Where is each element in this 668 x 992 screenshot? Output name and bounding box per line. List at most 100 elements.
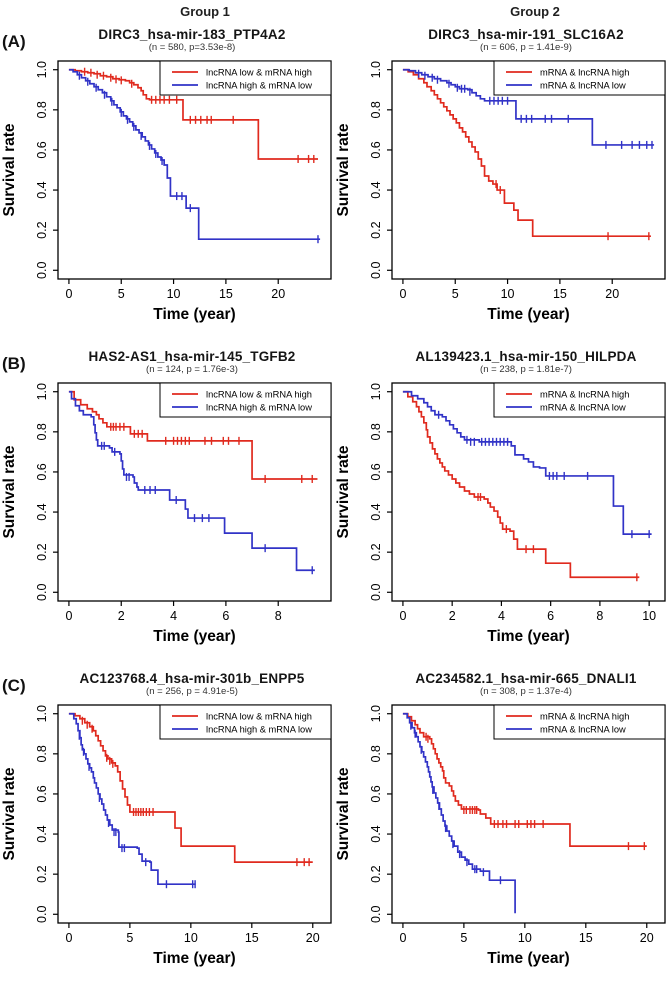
- svg-text:0.0: 0.0: [369, 584, 383, 601]
- svg-text:5: 5: [118, 287, 125, 301]
- row-label-c: (C): [2, 676, 26, 695]
- svg-text:6: 6: [222, 609, 229, 623]
- svg-text:5: 5: [452, 287, 459, 301]
- figure-row-a: (A) DIRC3_hsa-mir-183_PTP4A2 (n = 580, p…: [0, 24, 668, 346]
- svg-text:10: 10: [184, 931, 198, 945]
- km-panel-b2: AL139423.1_hsa-mir-150_HILPDA (n = 238, …: [334, 346, 668, 668]
- km-panel-a2: DIRC3_hsa-mir-191_SLC16A2 (n = 606, p = …: [334, 24, 668, 346]
- panel-title: AC123768.4_hsa-mir-301b_ENPP5: [79, 671, 305, 686]
- svg-text:4: 4: [498, 609, 505, 623]
- svg-text:0.6: 0.6: [35, 141, 49, 158]
- svg-text:lncRNA low & mRNA high: lncRNA low & mRNA high: [206, 68, 312, 78]
- svg-text:mRNA & lncRNA high: mRNA & lncRNA high: [540, 390, 629, 400]
- svg-text:0.8: 0.8: [369, 745, 383, 762]
- svg-text:0.2: 0.2: [35, 865, 49, 882]
- svg-text:0.8: 0.8: [35, 101, 49, 118]
- svg-text:Time (year): Time (year): [153, 628, 235, 645]
- svg-text:0.6: 0.6: [369, 785, 383, 802]
- svg-text:0.4: 0.4: [35, 503, 49, 520]
- svg-text:20: 20: [605, 287, 619, 301]
- svg-text:5: 5: [460, 931, 467, 945]
- panel-subtitle: (n = 606, p = 1.41e-9): [480, 42, 572, 53]
- km-chart-a2: 0 5 10 15 20 0.0 0.2 0.4 0.6 0.8 1.0 Time (year) Sur…: [335, 60, 666, 323]
- svg-text:0.8: 0.8: [369, 101, 383, 118]
- svg-text:1.0: 1.0: [35, 705, 49, 722]
- svg-text:mRNA & lncRNA high: mRNA & lncRNA high: [540, 712, 629, 722]
- svg-text:10: 10: [518, 931, 532, 945]
- km-panel-a1: DIRC3_hsa-mir-183_PTP4A2 (n = 580, p=3.5…: [0, 24, 334, 346]
- svg-text:15: 15: [579, 931, 593, 945]
- svg-text:0.4: 0.4: [369, 825, 383, 842]
- svg-text:15: 15: [245, 931, 259, 945]
- svg-text:0.6: 0.6: [35, 463, 49, 480]
- svg-text:6: 6: [547, 609, 554, 623]
- svg-text:20: 20: [640, 931, 654, 945]
- panel-title: AL139423.1_hsa-mir-150_HILPDA: [415, 349, 637, 364]
- svg-text:Time (year): Time (year): [153, 950, 235, 967]
- svg-text:10: 10: [167, 287, 181, 301]
- svg-text:mRNA & lncRNA low: mRNA & lncRNA low: [540, 403, 626, 413]
- svg-text:lncRNA low & mRNA high: lncRNA low & mRNA high: [206, 712, 312, 722]
- km-chart-b2: 0 2 4 6 8 10 0.0 0.2 0.4 0.6 0.8 1.0 Time (year) Surv…: [335, 382, 666, 645]
- svg-text:2: 2: [449, 609, 456, 623]
- svg-text:8: 8: [275, 609, 282, 623]
- panel-title: HAS2-AS1_hsa-mir-145_TGFB2: [88, 349, 296, 364]
- km-panel-c2: AC234582.1_hsa-mir-665_DNALI1 (n = 308, …: [334, 668, 668, 990]
- km-chart-c2: 0 5 10 15 20 0.0 0.2 0.4 0.6 0.8 1.0 Time (year) Sur…: [335, 704, 666, 967]
- column-header-group2: Group 2: [510, 4, 560, 19]
- svg-text:5: 5: [126, 931, 133, 945]
- svg-text:0.4: 0.4: [35, 181, 49, 198]
- svg-text:Time (year): Time (year): [487, 950, 569, 967]
- svg-text:0.4: 0.4: [369, 181, 383, 198]
- svg-text:0.0: 0.0: [369, 262, 383, 279]
- svg-text:mRNA & lncRNA low: mRNA & lncRNA low: [540, 725, 626, 735]
- svg-text:0.2: 0.2: [35, 221, 49, 238]
- km-panel-c1: AC123768.4_hsa-mir-301b_ENPP5 (n = 256, …: [0, 668, 334, 990]
- svg-text:0: 0: [65, 931, 72, 945]
- panel-subtitle: (n = 238, p = 1.81e-7): [480, 364, 572, 375]
- figure-row-c: (C) AC123768.4_hsa-mir-301b_ENPP5 (n = 2…: [0, 668, 668, 990]
- panel-subtitle: (n = 256, p = 4.91e-5): [146, 686, 238, 697]
- svg-text:15: 15: [219, 287, 233, 301]
- svg-text:lncRNA low & mRNA high: lncRNA low & mRNA high: [206, 390, 312, 400]
- panel-title: DIRC3_hsa-mir-191_SLC16A2: [428, 27, 624, 42]
- km-chart-b1: 0 2 4 6 8 0.0 0.2 0.4 0.6 0.8 1.0 Time (year) Surviv…: [1, 382, 332, 645]
- svg-text:1.0: 1.0: [369, 61, 383, 78]
- svg-text:20: 20: [306, 931, 320, 945]
- svg-text:0: 0: [399, 287, 406, 301]
- svg-text:1.0: 1.0: [35, 61, 49, 78]
- svg-text:0.0: 0.0: [35, 584, 49, 601]
- svg-text:0.2: 0.2: [369, 221, 383, 238]
- panel-title: AC234582.1_hsa-mir-665_DNALI1: [415, 671, 637, 686]
- svg-text:4: 4: [170, 609, 177, 623]
- column-header-group1: Group 1: [180, 4, 230, 19]
- svg-text:0: 0: [399, 931, 406, 945]
- svg-text:lncRNA high & mRNA low: lncRNA high & mRNA low: [206, 403, 312, 413]
- svg-text:0.8: 0.8: [369, 423, 383, 440]
- row-label-b: (B): [2, 354, 26, 373]
- svg-text:0.2: 0.2: [369, 865, 383, 882]
- svg-text:0.0: 0.0: [369, 906, 383, 923]
- svg-text:Time (year): Time (year): [487, 306, 569, 323]
- svg-text:Time (year): Time (year): [153, 306, 235, 323]
- svg-text:lncRNA high & mRNA low: lncRNA high & mRNA low: [206, 725, 312, 735]
- svg-text:Survival rate: Survival rate: [335, 767, 352, 860]
- svg-text:0.2: 0.2: [369, 543, 383, 560]
- svg-text:10: 10: [642, 609, 656, 623]
- svg-text:0.6: 0.6: [369, 141, 383, 158]
- svg-text:0.8: 0.8: [35, 745, 49, 762]
- figure-rows: (A) DIRC3_hsa-mir-183_PTP4A2 (n = 580, p…: [0, 24, 668, 990]
- svg-text:0.4: 0.4: [35, 825, 49, 842]
- svg-text:1.0: 1.0: [369, 383, 383, 400]
- panel-subtitle: (n = 124, p = 1.76e-3): [146, 364, 238, 375]
- km-chart-a1: 0 5 10 15 20 0.0 0.2 0.4 0.6 0.8 1.0 Time (year) Sur…: [1, 60, 332, 323]
- svg-text:10: 10: [501, 287, 515, 301]
- km-chart-c1: 0 5 10 15 20 0.0 0.2 0.4 0.6 0.8 1.0 Time (year) Sur…: [1, 704, 332, 967]
- svg-text:lncRNA high & mRNA low: lncRNA high & mRNA low: [206, 81, 312, 91]
- svg-text:Survival rate: Survival rate: [1, 123, 18, 216]
- svg-text:0.6: 0.6: [35, 785, 49, 802]
- panel-subtitle: (n = 308, p = 1.37e-4): [480, 686, 572, 697]
- svg-text:Survival rate: Survival rate: [1, 767, 18, 860]
- svg-text:0: 0: [399, 609, 406, 623]
